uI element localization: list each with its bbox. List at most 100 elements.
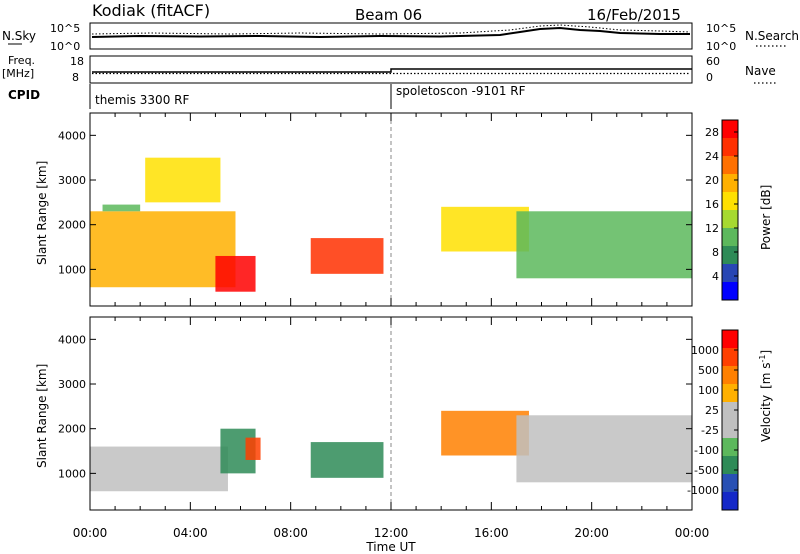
cpid-label: CPID [8,88,40,102]
velocity-colorbar-segment-4 [722,384,738,402]
power-echo-region-3 [145,157,221,203]
power-colorbar-tick-label-5: 20 [705,174,719,187]
nsky-tick-bottom: 10^0 [50,40,80,53]
nsky-label: N.Sky [2,29,36,43]
freq-label: Freq. [8,54,35,67]
time-tick-label-4: 12:00 [374,526,409,540]
power-colorbar-segment-3 [722,156,738,174]
freq-unit: [MHz] [2,67,34,80]
power-echo-region-6 [441,206,529,252]
velocity-colorbar-segment-7 [722,438,738,456]
velocity-range-tick-label-3: 3000 [58,378,86,391]
nsky-tick-top: 10^5 [50,22,80,35]
velocity-colorbar-segment-3 [722,366,738,384]
nave-tick-top: 60 [706,55,720,68]
power-echo-region-1 [90,211,236,288]
power-colorbar-tick-label-2: 8 [712,246,719,259]
power-echo-region-7 [516,211,692,279]
power-colorbar-segment-8 [722,246,738,264]
velocity-echo-region-1 [90,446,228,492]
velocity-range-ticks: 1000 2000 3000 4000 [58,333,692,480]
time-tick-label-5: 16:00 [474,526,509,540]
velocity-colorbar-tick-label-1: 1000 [691,344,719,357]
nsearch-label: N.Search [745,29,799,43]
power-echo-regions [90,157,692,292]
power-colorbar: 4 8 12 16 20 24 28 [705,119,739,301]
velocity-range-tick-label-2: 2000 [58,423,86,436]
power-range-tick-label-2: 2000 [58,219,86,232]
nave-tick-bottom: 0 [706,71,713,84]
power-colorbar-segment-9 [722,264,738,282]
power-range-axis-label: Slant Range [km] [35,161,49,265]
velocity-colorbar: 1000 500 100 25 -25 -100 -500 -1000 [687,329,739,511]
cpid-segment-2-label: spoletoscon -9101 RF [396,84,526,98]
power-range-ticks: 1000 2000 3000 4000 [58,129,692,276]
velocity-colorbar-tick-label-4: 25 [705,404,719,417]
velocity-echo-region-4 [310,442,384,478]
velocity-colorbar-tick-label-3: 100 [698,384,719,397]
velocity-echo-region-3 [245,437,261,460]
velocity-colorbar-tick-label-7: -500 [694,464,719,477]
power-echo-region-2 [102,204,141,212]
velocity-colorbar-label: Velocity [m s-1] [758,350,773,442]
velocity-colorbar-tick-label-6: -100 [694,444,719,457]
power-colorbar-segment-1 [722,120,738,138]
nave-label: Nave [745,64,776,78]
time-axis-labels: 00:00 04:00 08:00 12:00 16:00 20:00 00:00 [73,526,710,540]
power-colorbar-segment-10 [722,282,738,300]
cpid-segment-1-label: themis 3300 RF [95,93,189,107]
beam-title: Beam 06 [355,6,422,24]
velocity-echo-region-5 [441,410,529,456]
velocity-colorbar-tick-label-2: 500 [698,364,719,377]
power-range-tick-label-1: 1000 [58,263,86,276]
date-title: 16/Feb/2015 [587,6,681,24]
power-colorbar-segment-5 [722,192,738,210]
velocity-range-tick-label-4: 4000 [58,333,86,346]
power-colorbar-label: Power [dB] [759,185,773,250]
velocity-colorbar-unit-sup: -1 [758,355,767,363]
velocity-colorbar-segment-2 [722,348,738,366]
velocity-colorbar-segment-1 [722,330,738,348]
power-colorbar-segment-4 [722,174,738,192]
power-time-ticks [89,113,693,306]
power-range-tick-label-3: 3000 [58,174,86,187]
time-tick-label-3: 08:00 [273,526,308,540]
time-axis-label: Time UT [365,540,416,554]
velocity-colorbar-frame [721,329,739,511]
nsky-trace [91,26,690,39]
velocity-colorbar-segment-5 [722,402,738,420]
velocity-colorbar-segment-9 [722,474,738,492]
power-colorbar-segment-2 [722,138,738,156]
time-tick-label-6: 20:00 [574,526,609,540]
power-colorbar-tick-label-3: 12 [705,222,719,235]
power-colorbar-tick-label-6: 24 [705,150,719,163]
power-panel: 1000 2000 3000 4000 Slant Range [km] [35,112,693,307]
power-colorbar-frame [721,119,739,301]
power-colorbar-tick-label-4: 16 [705,198,719,211]
freq-trace [92,68,692,73]
velocity-echo-region-6 [516,415,692,483]
nsky-strip-frame [89,22,693,50]
velocity-colorbar-tick-label-8: -1000 [687,484,719,497]
freq-tick-bottom: 8 [72,71,79,84]
velocity-colorbar-tick-label-5: -25 [701,424,719,437]
nsearch-tick-bottom: 10^0 [706,40,736,53]
velocity-colorbar-segment-6 [722,420,738,438]
time-tick-label-1: 00:00 [73,526,108,540]
time-tick-label-2: 04:00 [173,526,208,540]
power-colorbar-segment-6 [722,210,738,228]
velocity-colorbar-segment-10 [722,492,738,510]
velocity-range-axis-label: Slant Range [km] [35,364,49,468]
velocity-colorbar-segment-8 [722,456,738,474]
velocity-colorbar-unit: [m s [759,362,773,388]
power-colorbar-tick-label-7: 28 [705,126,719,139]
nsearch-tick-top: 10^5 [706,22,736,35]
station-title: Kodiak (fitACF) [92,1,210,20]
power-colorbar-tick-label-1: 4 [712,270,719,283]
power-range-tick-label-4: 4000 [58,129,86,142]
time-tick-label-7: 00:00 [675,526,710,540]
freq-tick-top: 18 [70,55,84,68]
nsearch-trace [91,24,691,35]
velocity-range-tick-label-1: 1000 [58,467,86,480]
